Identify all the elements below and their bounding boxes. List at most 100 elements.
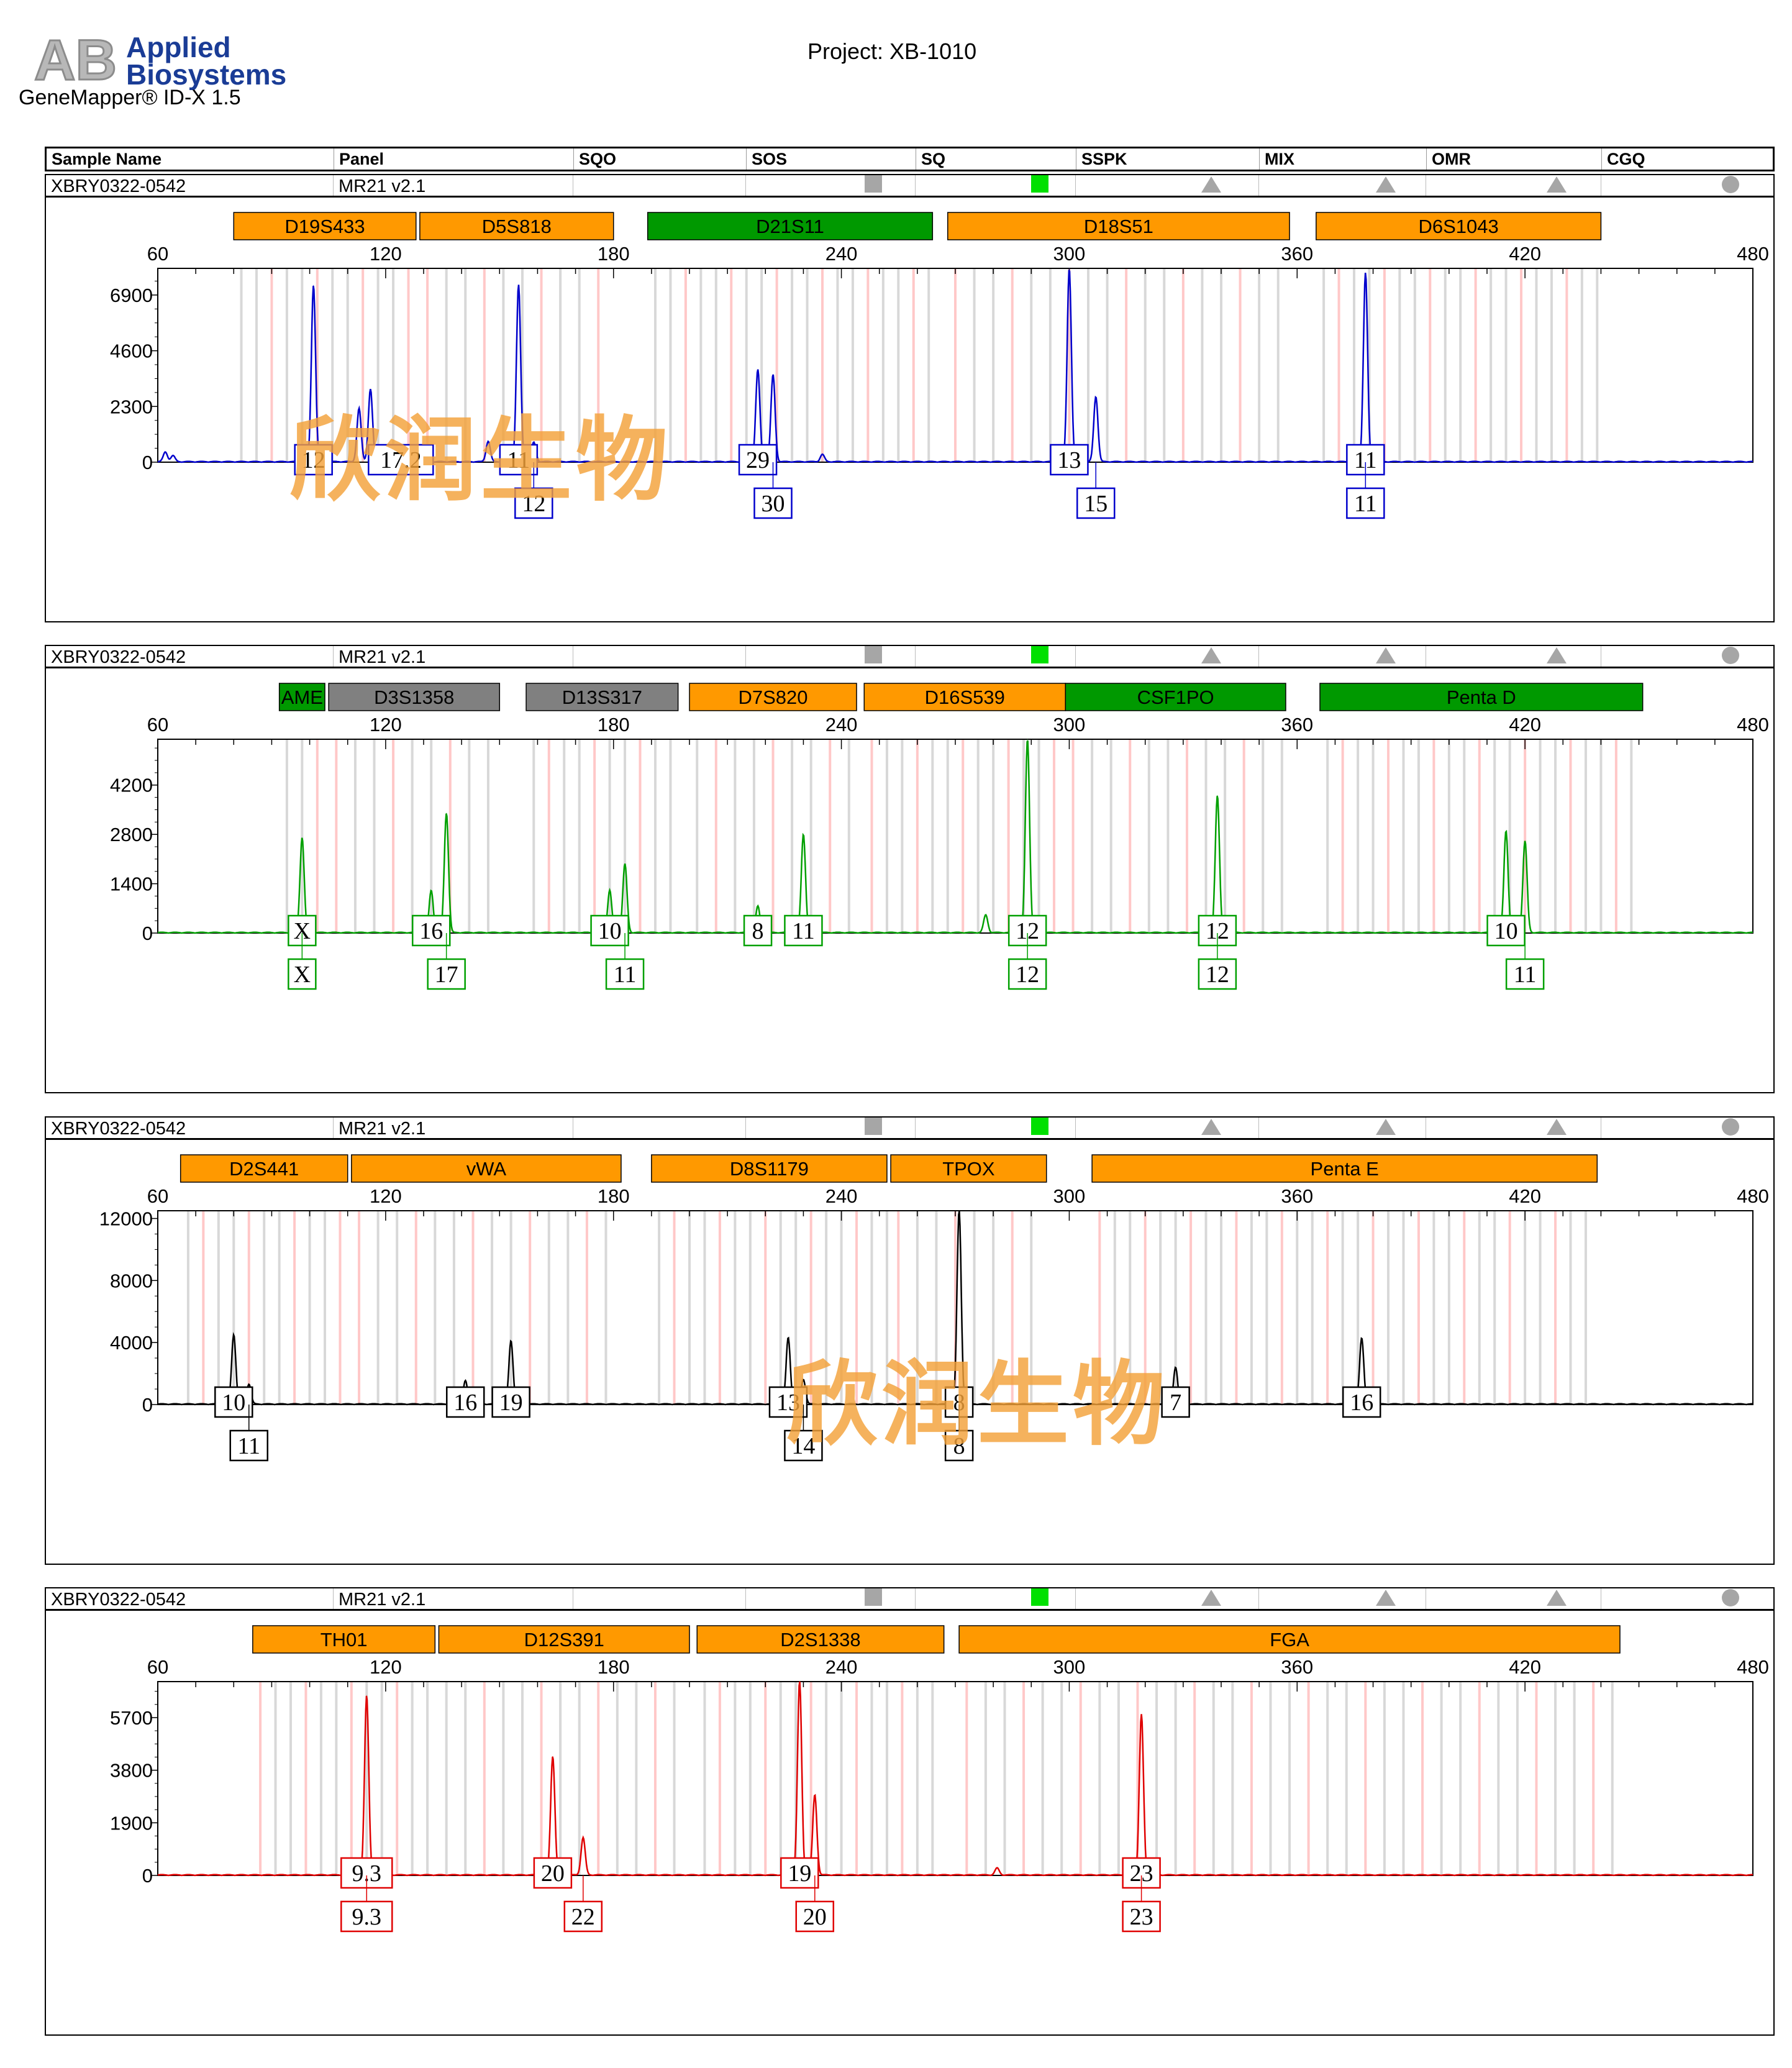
gray-circle-icon[interactable] xyxy=(1720,646,1741,665)
x-tick-label: 480 xyxy=(1737,243,1769,265)
allele-box[interactable] xyxy=(605,958,645,990)
allele-box[interactable] xyxy=(738,444,778,476)
green-square-icon[interactable] xyxy=(1029,646,1050,665)
gray-triangle-icon[interactable] xyxy=(1375,646,1396,665)
allele-box[interactable] xyxy=(1198,914,1237,947)
allele-box[interactable] xyxy=(743,914,773,947)
locus-bar[interactable] xyxy=(1065,683,1286,711)
locus-bar[interactable] xyxy=(351,1154,622,1183)
gray-triangle-icon[interactable] xyxy=(1546,1588,1567,1607)
allele-box[interactable] xyxy=(411,914,451,947)
locus-bar[interactable] xyxy=(278,683,325,711)
locus-bar[interactable] xyxy=(180,1154,348,1183)
allele-box[interactable] xyxy=(1342,1386,1381,1418)
allele-box[interactable] xyxy=(768,1386,808,1418)
gray-triangle-icon[interactable] xyxy=(1375,175,1396,194)
allele-box[interactable] xyxy=(1486,914,1526,947)
allele-box[interactable] xyxy=(427,958,466,990)
x-tick-label: 300 xyxy=(1053,243,1086,265)
allele-box[interactable] xyxy=(533,1857,573,1889)
gray-triangle-icon[interactable] xyxy=(1546,1118,1567,1136)
gray-triangle-icon[interactable] xyxy=(1201,175,1222,194)
locus-bar[interactable] xyxy=(689,683,857,711)
gray-circle-icon[interactable] xyxy=(1720,1118,1741,1136)
locus-bar[interactable] xyxy=(863,683,1067,711)
allele-box[interactable] xyxy=(1122,1900,1161,1933)
sample-row[interactable]: XBRY0322-0542 MR21 v2.1 xyxy=(46,1588,1773,1611)
gray-circle-icon[interactable] xyxy=(1720,175,1741,194)
allele-box[interactable] xyxy=(753,487,793,519)
bin-lines xyxy=(259,1682,1614,1875)
allele-box[interactable] xyxy=(1076,487,1116,519)
allele-box[interactable] xyxy=(563,1900,603,1933)
allele-box[interactable] xyxy=(514,487,553,519)
locus-bar[interactable] xyxy=(890,1154,1047,1183)
locus-bar[interactable] xyxy=(419,212,614,240)
allele-box[interactable] xyxy=(1007,958,1047,990)
app-name: GeneMapper® ID-X 1.5 xyxy=(19,86,241,109)
gray-triangle-icon[interactable] xyxy=(1546,646,1567,665)
locus-bar[interactable] xyxy=(696,1625,945,1654)
green-square-icon[interactable] xyxy=(1029,1118,1050,1136)
allele-box[interactable] xyxy=(214,1386,253,1418)
gray-square-icon[interactable] xyxy=(863,175,884,194)
allele-box[interactable] xyxy=(229,1429,268,1462)
allele-box[interactable] xyxy=(1346,487,1385,519)
allele-box[interactable] xyxy=(795,1900,835,1933)
gray-square-icon[interactable] xyxy=(863,646,884,665)
allele-box[interactable] xyxy=(491,1386,530,1418)
gray-triangle-icon[interactable] xyxy=(1375,1118,1396,1136)
gray-square-icon[interactable] xyxy=(863,1118,884,1136)
gray-triangle-icon[interactable] xyxy=(1201,1118,1222,1136)
locus-bar[interactable] xyxy=(651,1154,888,1183)
locus-bar[interactable] xyxy=(1316,212,1602,240)
allele-box[interactable] xyxy=(294,444,333,476)
locus-bar[interactable] xyxy=(1319,683,1644,711)
gray-triangle-icon[interactable] xyxy=(1201,646,1222,665)
allele-box[interactable] xyxy=(944,1429,974,1462)
allele-box[interactable] xyxy=(288,958,317,990)
locus-bar[interactable] xyxy=(1091,1154,1598,1183)
sample-row[interactable]: XBRY0322-0542 MR21 v2.1 xyxy=(46,175,1773,198)
allele-box[interactable] xyxy=(944,1386,974,1418)
green-square-icon[interactable] xyxy=(1029,175,1050,194)
sample-row[interactable]: XBRY0322-0542 MR21 v2.1 xyxy=(46,1118,1773,1140)
gray-triangle-icon[interactable] xyxy=(1375,1588,1396,1607)
allele-box[interactable] xyxy=(784,914,823,947)
allele-box[interactable] xyxy=(499,444,539,476)
gray-triangle-icon[interactable] xyxy=(1546,175,1567,194)
gray-square-icon[interactable] xyxy=(863,1588,884,1607)
allele-box[interactable] xyxy=(780,1857,819,1889)
locus-label: D21S11 xyxy=(756,216,824,237)
allele-box[interactable] xyxy=(1505,958,1545,990)
allele-box[interactable] xyxy=(784,1429,823,1462)
sample-row[interactable]: XBRY0322-0542 MR21 v2.1 xyxy=(46,646,1773,668)
gray-triangle-icon[interactable] xyxy=(1201,1588,1222,1607)
allele-box[interactable] xyxy=(368,444,434,476)
allele-label: 17 xyxy=(435,962,458,988)
locus-bar[interactable] xyxy=(525,683,679,711)
locus-bar[interactable] xyxy=(233,212,417,240)
peak-point xyxy=(446,813,447,814)
locus-bar[interactable] xyxy=(252,1625,436,1654)
allele-label: 16 xyxy=(1350,1390,1373,1416)
locus-label: AME xyxy=(281,686,323,708)
locus-bar[interactable] xyxy=(647,212,934,240)
qc-cell xyxy=(1426,1118,1601,1138)
allele-box[interactable] xyxy=(1198,958,1237,990)
green-square-icon[interactable] xyxy=(1029,1588,1050,1607)
locus-bar[interactable] xyxy=(438,1625,690,1654)
locus-bar[interactable] xyxy=(958,1625,1621,1654)
allele-box[interactable] xyxy=(590,914,629,947)
y-tick-label: 2300 xyxy=(110,396,153,417)
locus-bar[interactable] xyxy=(328,683,501,711)
allele-box[interactable] xyxy=(340,1900,393,1933)
allele-box[interactable] xyxy=(1161,1386,1190,1418)
x-tick-label: 120 xyxy=(370,243,402,265)
allele-label: 8 xyxy=(752,918,764,944)
gray-circle-icon[interactable] xyxy=(1720,1588,1741,1607)
locus-label: D5S818 xyxy=(482,216,552,237)
allele-box[interactable] xyxy=(446,1386,485,1418)
allele-box[interactable] xyxy=(1050,444,1089,476)
locus-bar[interactable] xyxy=(947,212,1290,240)
